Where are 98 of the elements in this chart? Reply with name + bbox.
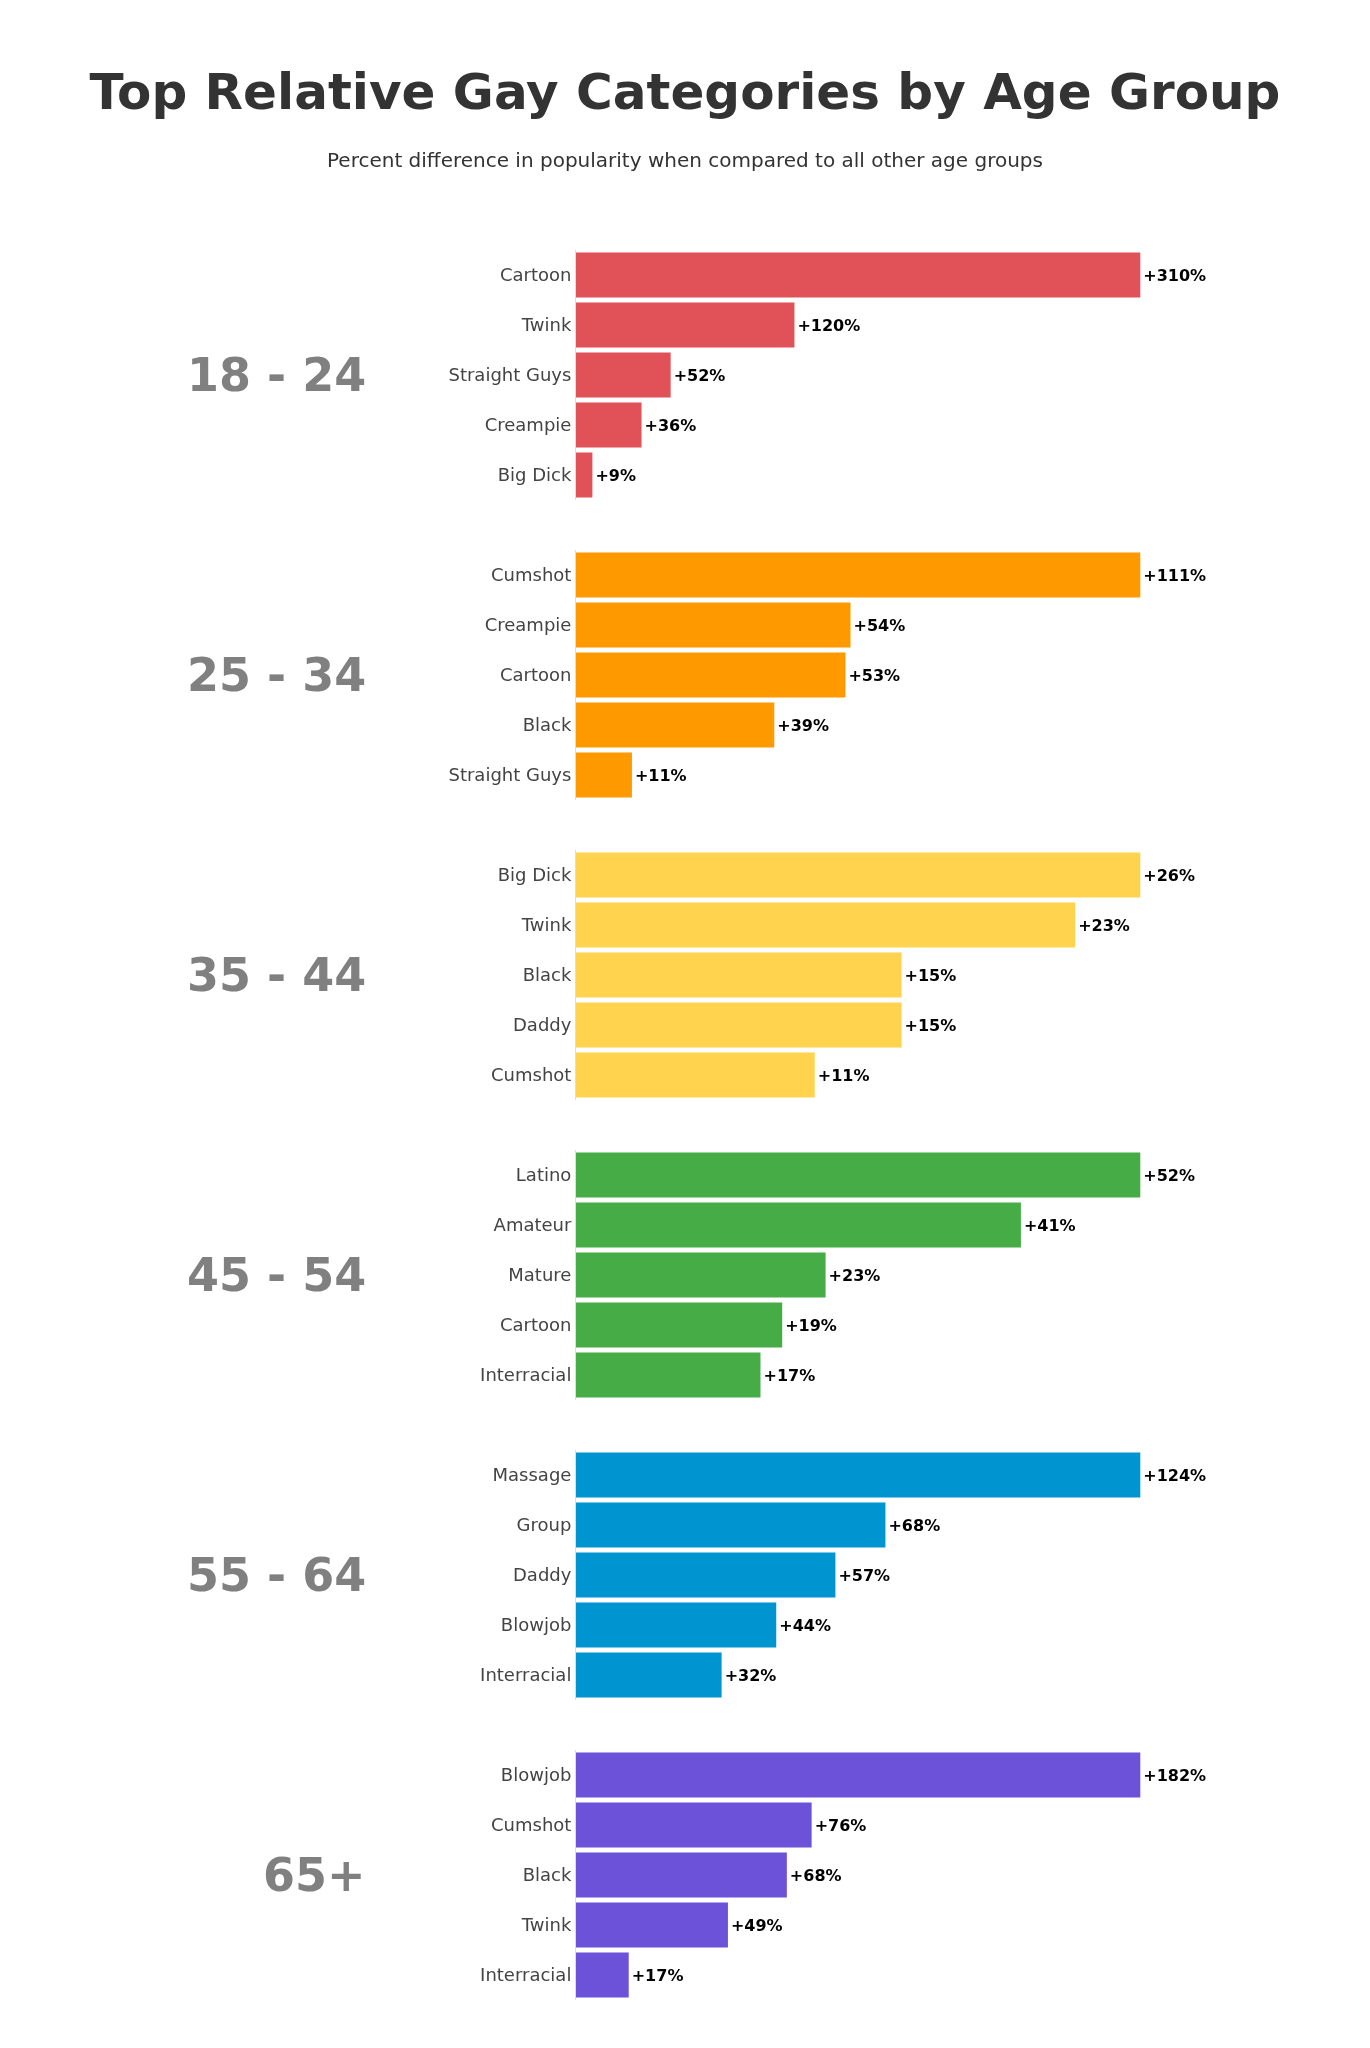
- y-tick-label: Big Dick: [497, 864, 572, 886]
- bar: [576, 1252, 826, 1298]
- data-label: +15%: [904, 1015, 957, 1035]
- bar: [576, 1752, 1141, 1798]
- bar: [576, 1952, 629, 1998]
- y-tick-label: Twink: [520, 914, 572, 936]
- data-label: +52%: [673, 365, 726, 385]
- data-label: +120%: [797, 315, 861, 335]
- data-label: +11%: [817, 1065, 870, 1085]
- bar: [576, 1652, 722, 1698]
- y-tick-label: Blowjob: [500, 1614, 572, 1636]
- data-label: +76%: [814, 1815, 867, 1835]
- bar: [576, 352, 671, 398]
- data-label: +17%: [763, 1365, 816, 1385]
- bar: [576, 452, 593, 498]
- bar: [576, 902, 1076, 948]
- bar: [576, 1302, 783, 1348]
- bar: [576, 702, 775, 748]
- y-axis-title: 35 - 44: [187, 948, 367, 1002]
- y-tick-label: Cumshot: [491, 1064, 572, 1086]
- y-tick-label: Twink: [520, 1914, 572, 1936]
- y-tick-label: Creampie: [484, 614, 572, 636]
- bar: [576, 1202, 1021, 1248]
- data-label: +111%: [1143, 565, 1207, 585]
- y-axis-title: 65+: [263, 1848, 366, 1902]
- data-label: +39%: [777, 715, 829, 735]
- chart-subtitle: Percent difference in popularity when compared to all other age groups: [327, 147, 1043, 172]
- data-label: +26%: [1143, 865, 1195, 885]
- y-tick-label: Black: [522, 1864, 572, 1886]
- y-axis-title: 18 - 24: [187, 348, 367, 402]
- bar: [576, 1352, 761, 1398]
- y-tick-label: Black: [522, 964, 572, 986]
- y-tick-label: Daddy: [512, 1014, 572, 1036]
- y-tick-label: Cartoon: [499, 1314, 572, 1336]
- bar: [576, 602, 851, 648]
- data-label: +23%: [1078, 915, 1130, 935]
- y-tick-label: Amateur: [493, 1214, 572, 1236]
- y-tick-label: Daddy: [512, 1564, 572, 1586]
- y-tick-label: Straight Guys: [448, 364, 572, 386]
- bar: [576, 1452, 1141, 1498]
- bar: [576, 1152, 1141, 1198]
- y-tick-label: Group: [516, 1514, 572, 1536]
- data-label: +52%: [1143, 1165, 1195, 1185]
- y-axis-title: 55 - 64: [187, 1548, 367, 1602]
- bar: [576, 302, 795, 348]
- y-tick-label: Interracial: [480, 1364, 572, 1386]
- y-tick-label: Cumshot: [491, 564, 572, 586]
- data-label: +57%: [838, 1565, 891, 1585]
- y-axis-title: 25 - 34: [187, 648, 367, 702]
- y-tick-label: Blowjob: [500, 1764, 572, 1786]
- y-tick-label: Latino: [515, 1164, 572, 1186]
- bar: [576, 1802, 812, 1848]
- data-label: +23%: [828, 1265, 881, 1285]
- data-label: +17%: [631, 1965, 684, 1985]
- bar: [576, 1602, 777, 1648]
- data-label: +310%: [1143, 265, 1207, 285]
- bar: [576, 252, 1141, 298]
- y-tick-label: Creampie: [484, 414, 572, 436]
- y-axis-title: 45 - 54: [187, 1248, 367, 1302]
- bar: [576, 852, 1141, 898]
- bar: [576, 1502, 886, 1548]
- y-tick-label: Massage: [492, 1464, 572, 1486]
- data-label: +41%: [1023, 1215, 1076, 1235]
- data-label: +11%: [634, 765, 687, 785]
- y-tick-label: Cartoon: [499, 264, 572, 286]
- bar: [576, 1852, 787, 1898]
- y-tick-label: Black: [522, 714, 572, 736]
- bar: [576, 552, 1141, 598]
- y-tick-label: Mature: [508, 1264, 572, 1286]
- y-tick-label: Twink: [520, 314, 572, 336]
- data-label: +54%: [853, 615, 906, 635]
- bar: [576, 1902, 728, 1948]
- y-tick-label: Interracial: [480, 1664, 572, 1686]
- bar: [576, 952, 902, 998]
- bar: [576, 1552, 836, 1598]
- bar: [576, 1002, 902, 1048]
- data-label: +182%: [1143, 1765, 1207, 1785]
- bar: [576, 402, 642, 448]
- y-tick-label: Straight Guys: [448, 764, 572, 786]
- y-tick-label: Interracial: [480, 1964, 572, 1986]
- y-tick-label: Big Dick: [497, 464, 572, 486]
- data-label: +68%: [789, 1865, 842, 1885]
- data-label: +68%: [888, 1515, 941, 1535]
- data-label: +44%: [779, 1615, 831, 1635]
- data-label: +32%: [724, 1665, 777, 1685]
- data-label: +53%: [848, 665, 901, 685]
- data-label: +19%: [785, 1315, 837, 1335]
- chart-title: Top Relative Gay Categories by Age Group: [89, 62, 1281, 121]
- data-label: +15%: [904, 965, 957, 985]
- data-label: +9%: [595, 465, 636, 485]
- bar: [576, 1052, 815, 1098]
- bar: [576, 652, 846, 698]
- data-label: +124%: [1143, 1465, 1207, 1485]
- data-label: +36%: [644, 415, 697, 435]
- data-label: +49%: [730, 1915, 783, 1935]
- y-tick-label: Cartoon: [499, 664, 572, 686]
- bar: [576, 752, 632, 798]
- y-tick-label: Cumshot: [491, 1814, 572, 1836]
